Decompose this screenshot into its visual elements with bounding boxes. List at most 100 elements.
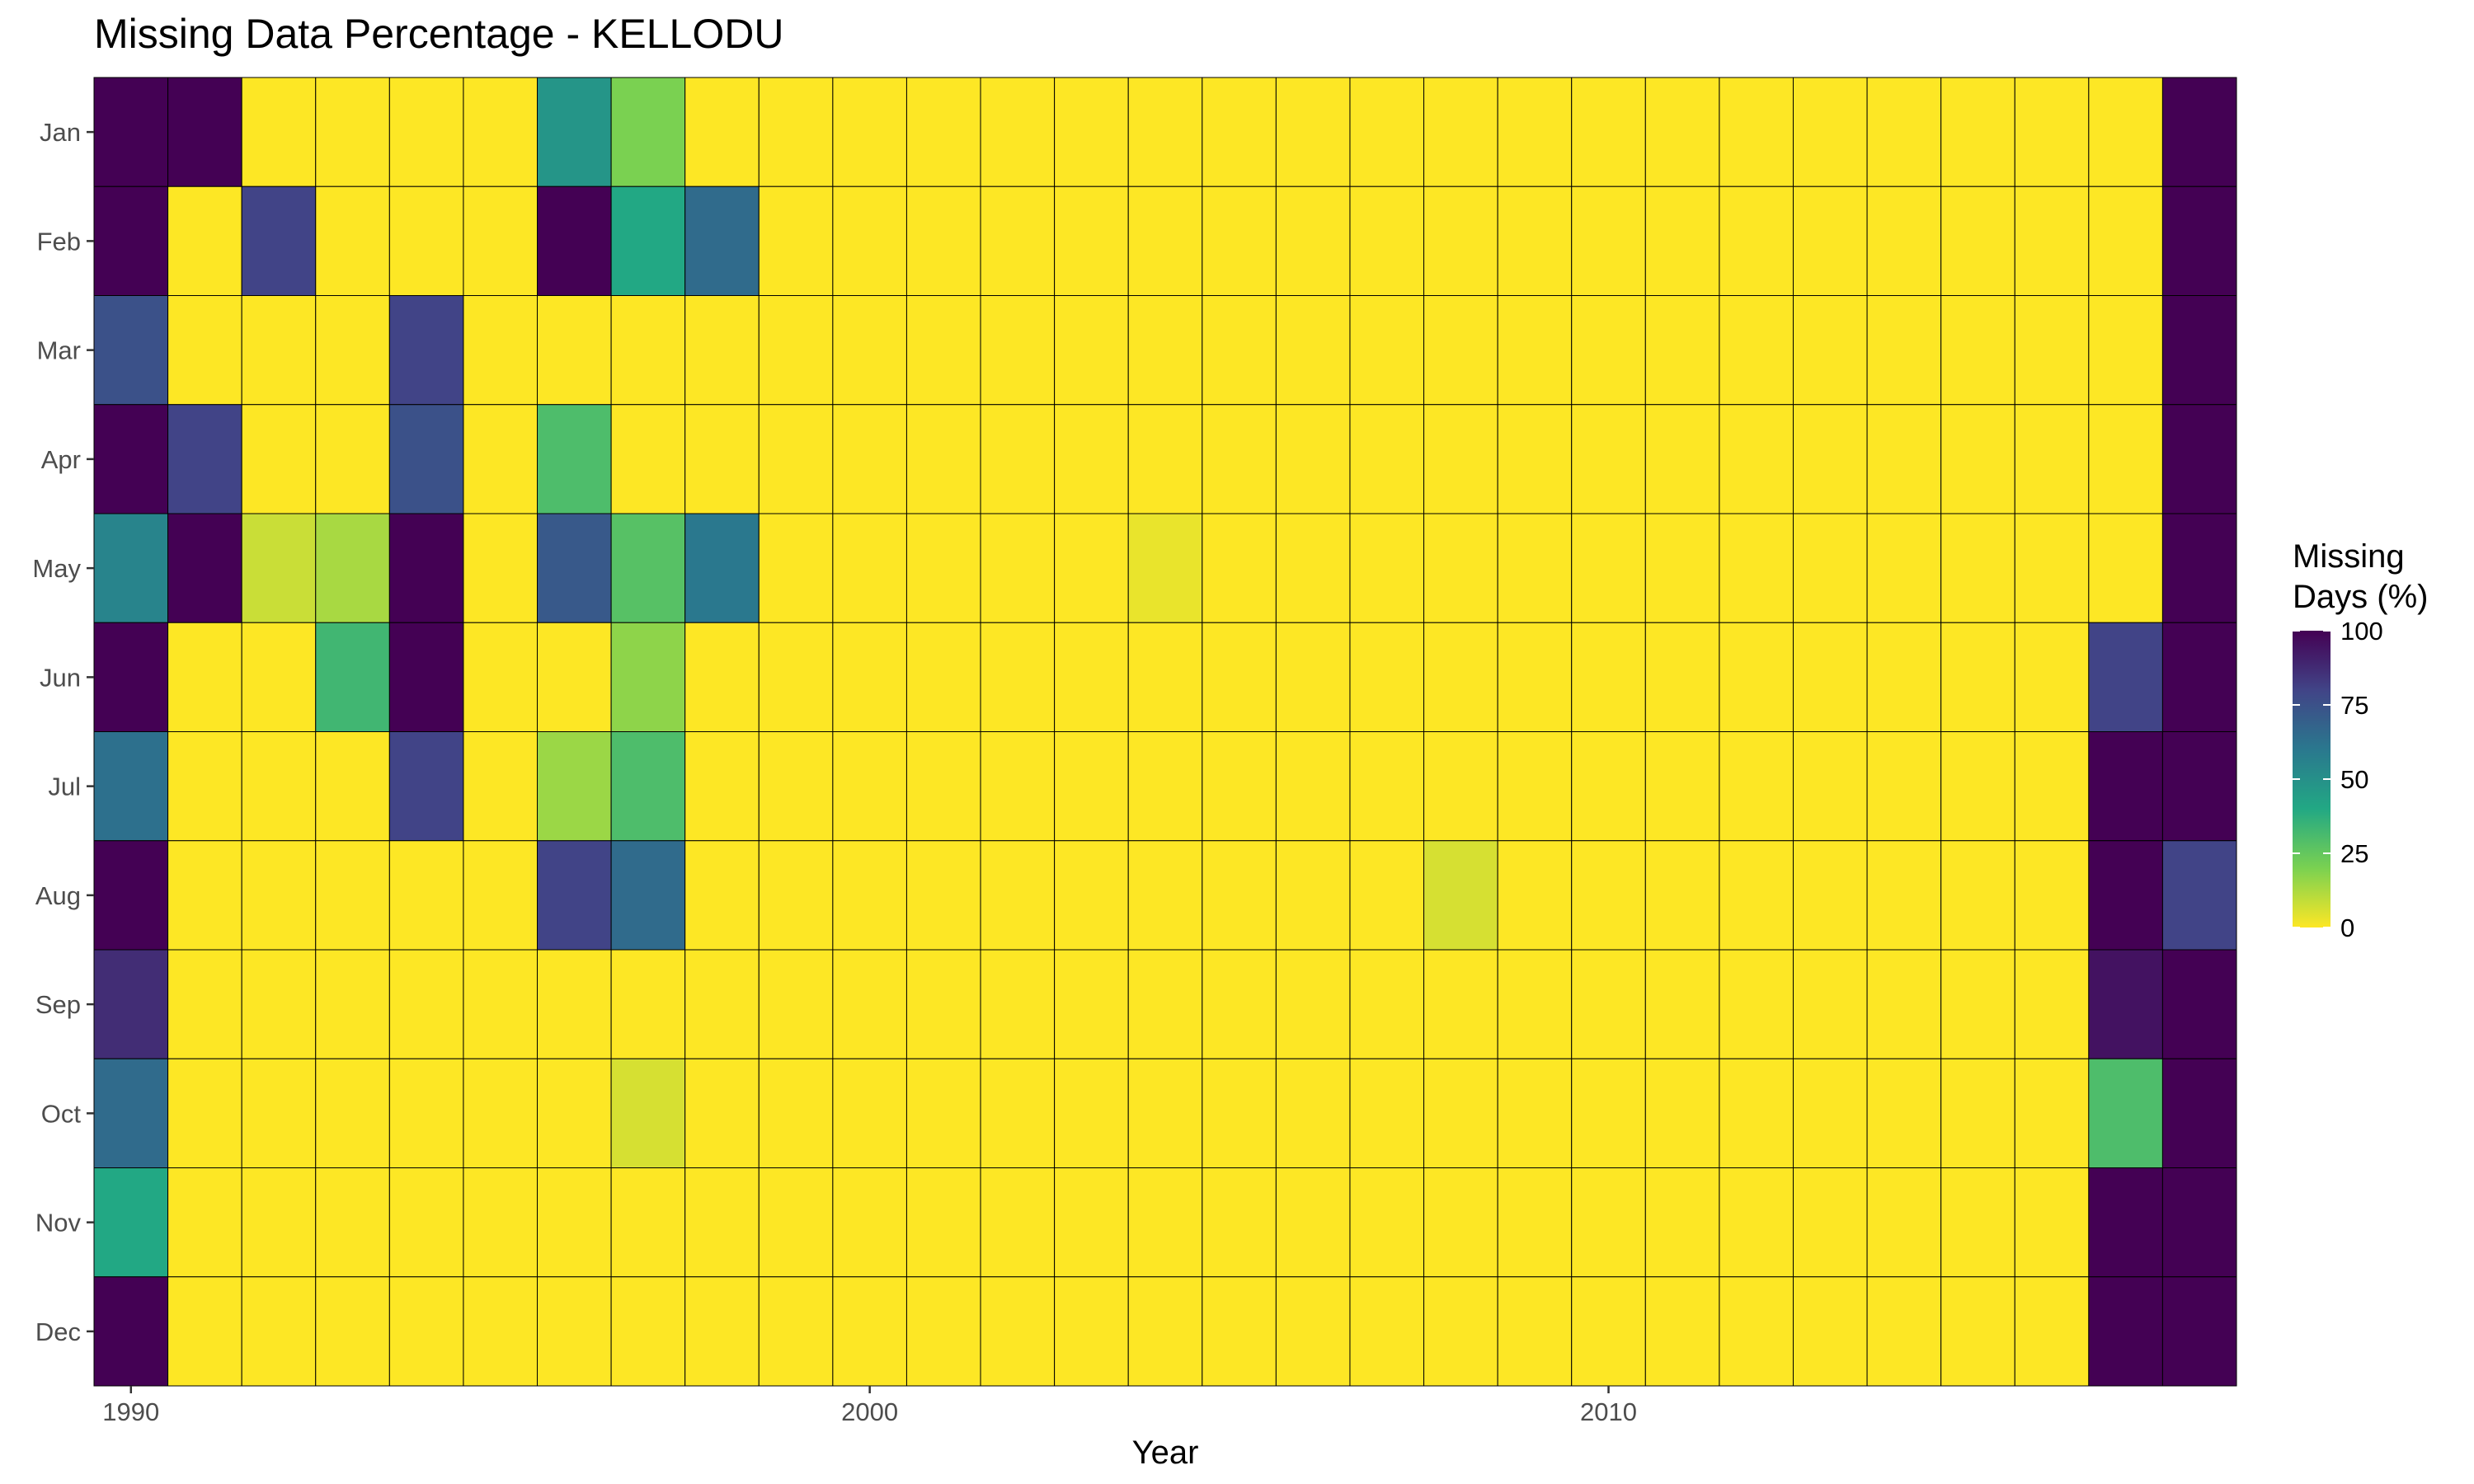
heatmap-cell-apr-1998 [684, 404, 760, 514]
heatmap-cell-mar-2009 [1497, 295, 1573, 406]
heatmap-cell-jan-2006 [1275, 77, 1351, 187]
heatmap-cell-mar-2011 [1644, 295, 1720, 406]
heatmap-cell-dec-1994 [388, 1276, 464, 1387]
heatmap-cell-nov-1996 [537, 1167, 612, 1278]
heatmap-cell-jan-1995 [463, 77, 539, 187]
heatmap-cell-oct-1990 [93, 1058, 169, 1168]
heatmap-cell-sep-2011 [1644, 949, 1720, 1059]
x-tick-label: 2010 [1580, 1397, 1637, 1426]
heatmap-cell-may-2002 [980, 513, 1056, 623]
heatmap-cell-feb-2005 [1202, 186, 1277, 296]
heatmap-cell-jul-2018 [2161, 731, 2237, 842]
heatmap-cell-jul-2003 [1054, 731, 1129, 842]
heatmap-cell-dec-1999 [758, 1276, 834, 1387]
y-tick-label: Oct [41, 1099, 82, 1128]
heatmap-cell-nov-2017 [2088, 1167, 2163, 1278]
heatmap-cell-jun-2012 [1719, 622, 1794, 732]
heatmap-cell-nov-1998 [684, 1167, 760, 1278]
heatmap-cell-may-1998 [684, 513, 760, 623]
heatmap-cell-dec-2000 [832, 1276, 907, 1387]
heatmap-cell-feb-2010 [1571, 186, 1646, 296]
heatmap-cell-jan-2011 [1644, 77, 1720, 187]
legend: Missing Days (%) 100 75 50 25 0 [2293, 538, 2428, 942]
heatmap-cell-mar-1997 [610, 295, 686, 406]
heatmap-cell-aug-1998 [684, 840, 760, 951]
heatmap-cell-apr-1995 [463, 404, 539, 514]
heatmap-cell-aug-2017 [2088, 840, 2163, 951]
heatmap-cell-dec-2015 [1940, 1276, 2015, 1387]
heatmap-cell-jan-1993 [315, 77, 390, 187]
heatmap-cell-oct-1993 [315, 1058, 390, 1168]
heatmap-cell-apr-1994 [388, 404, 464, 514]
heatmap-cell-may-1990 [93, 513, 169, 623]
heatmap-cell-mar-1999 [758, 295, 834, 406]
legend-tick-label: 25 [2340, 839, 2368, 868]
heatmap-cell-feb-2018 [2161, 186, 2237, 296]
heatmap-cell-may-2012 [1719, 513, 1794, 623]
legend-tick-label: 0 [2340, 913, 2354, 942]
heatmap-cell-may-2006 [1275, 513, 1351, 623]
heatmap-cell-jul-2010 [1571, 731, 1646, 842]
heatmap-cell-sep-1993 [315, 949, 390, 1059]
heatmap-cell-jul-2014 [1866, 731, 1942, 842]
heatmap-cell-jul-1999 [758, 731, 834, 842]
heatmap-cell-mar-1998 [684, 295, 760, 406]
heatmap-cell-aug-2000 [832, 840, 907, 951]
heatmap-cell-feb-2011 [1644, 186, 1720, 296]
heatmap-cell-sep-2005 [1202, 949, 1277, 1059]
heatmap-cell-apr-2014 [1866, 404, 1942, 514]
heatmap-cell-sep-2016 [2014, 949, 2090, 1059]
heatmap-cell-apr-2010 [1571, 404, 1646, 514]
heatmap-cell-jan-2010 [1571, 77, 1646, 187]
x-axis: 1990 2000 2010 [102, 1386, 1637, 1426]
heatmap-cell-nov-2014 [1866, 1167, 1942, 1278]
heatmap-cell-feb-2015 [1940, 186, 2015, 296]
heatmap-cell-sep-2017 [2088, 949, 2163, 1059]
heatmap-cell-feb-2014 [1866, 186, 1942, 296]
heatmap-cell-mar-2017 [2088, 295, 2163, 406]
heatmap-cell-jun-1990 [93, 622, 169, 732]
heatmap-cell-jul-2008 [1423, 731, 1498, 842]
heatmap-cell-sep-2013 [1792, 949, 1868, 1059]
heatmap-cell-jun-1995 [463, 622, 539, 732]
heatmap-cell-apr-2007 [1349, 404, 1425, 514]
heatmap-cell-nov-2007 [1349, 1167, 1425, 1278]
heatmap-cell-jul-1998 [684, 731, 760, 842]
heatmap-cell-feb-2006 [1275, 186, 1351, 296]
heatmap-cell-dec-2017 [2088, 1276, 2163, 1387]
heatmap-cell-sep-1992 [241, 949, 317, 1059]
heatmap-cell-may-1996 [537, 513, 612, 623]
heatmap-cell-nov-2008 [1423, 1167, 1498, 1278]
heatmap-cell-jun-2016 [2014, 622, 2090, 732]
heatmap-cell-sep-2012 [1719, 949, 1794, 1059]
heatmap-cell-nov-2011 [1644, 1167, 1720, 1278]
heatmap-cell-oct-2003 [1054, 1058, 1129, 1168]
heatmap-cell-feb-1995 [463, 186, 539, 296]
heatmap-cell-oct-2015 [1940, 1058, 2015, 1168]
heatmap-cell-mar-1993 [315, 295, 390, 406]
heatmap-cell-jan-2017 [2088, 77, 2163, 187]
heatmap-cell-may-2011 [1644, 513, 1720, 623]
heatmap-cell-sep-2004 [1127, 949, 1203, 1059]
heatmap-cell-jun-2017 [2088, 622, 2163, 732]
heatmap-cell-dec-2011 [1644, 1276, 1720, 1387]
heatmap-cell-aug-2001 [905, 840, 981, 951]
heatmap-cell-nov-1995 [463, 1167, 539, 1278]
heatmap-cell-jun-1994 [388, 622, 464, 732]
heatmap-cell-oct-1998 [684, 1058, 760, 1168]
heatmap-cell-sep-2014 [1866, 949, 1942, 1059]
heatmap-cell-mar-2012 [1719, 295, 1794, 406]
heatmap-cell-mar-1990 [93, 295, 169, 406]
heatmap-cell-may-2013 [1792, 513, 1868, 623]
heatmap-cell-jan-2002 [980, 77, 1056, 187]
heatmap-cell-dec-2014 [1866, 1276, 1942, 1387]
heatmap-cell-aug-2004 [1127, 840, 1203, 951]
heatmap-cell-nov-2009 [1497, 1167, 1573, 1278]
heatmap-cell-mar-2015 [1940, 295, 2015, 406]
heatmap-cell-may-2003 [1054, 513, 1129, 623]
heatmap-cell-jun-1992 [241, 622, 317, 732]
y-tick-label: Sep [35, 990, 81, 1019]
heatmap-cell-oct-2014 [1866, 1058, 1942, 1168]
y-axis: Jan Feb Mar Apr May Jun Jul Aug Sep Oct Nov Dec [32, 118, 94, 1346]
heatmap-cell-sep-2015 [1940, 949, 2015, 1059]
